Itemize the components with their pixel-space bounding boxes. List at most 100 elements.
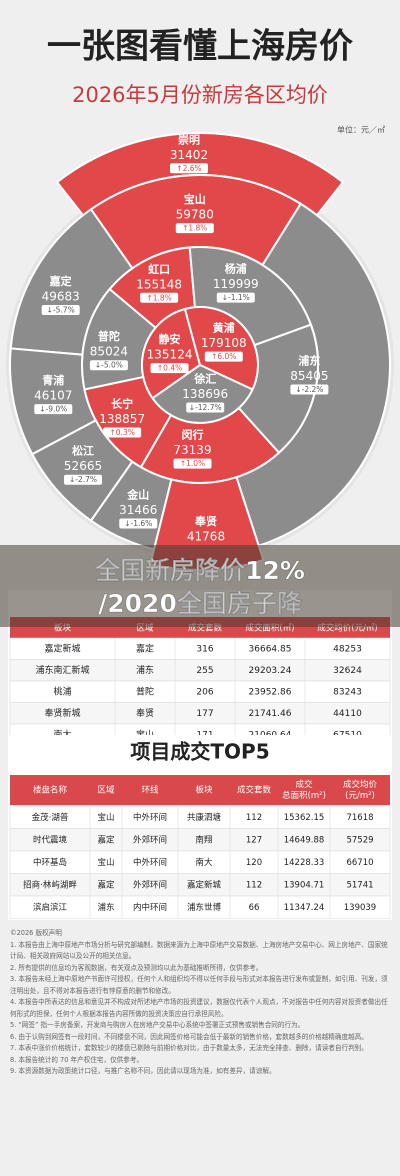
subtitle: 2026年5月份新房各区均价 (72, 83, 328, 107)
change-tag (216, 292, 255, 303)
district-name: 浦东 (298, 353, 320, 367)
table-cell: 177 (196, 709, 213, 719)
change-tag (89, 360, 128, 371)
table-header-bg (10, 775, 390, 805)
district-name: 虹口 (148, 262, 170, 276)
change-tag (150, 363, 189, 374)
table-cell: 36664.85 (249, 645, 292, 655)
table-cell: 206 (196, 688, 213, 698)
table-cell: 112 (246, 813, 262, 823)
district-change: ↑1.8% (146, 293, 171, 302)
change-tag (103, 427, 142, 438)
table-cell: 112 (246, 881, 262, 891)
table-cell: 71618 (346, 813, 373, 823)
table-header: (元/m²) (345, 791, 375, 801)
district-name: 黄浦 (213, 321, 235, 335)
unit: 单位：元／㎡ (337, 125, 385, 135)
table-cell: 浦东 (97, 902, 114, 913)
district-change: ↓-2.7% (69, 475, 97, 484)
table-header: 成交均价(元/㎡) (317, 623, 378, 634)
table-header: 总面积(m²) (282, 790, 326, 801)
table-header: 板块 (54, 623, 72, 634)
table-cell: 23952.86 (249, 688, 292, 698)
table-cell: 29203.24 (249, 666, 292, 676)
district-sector (30, 419, 134, 523)
table-header: 楼盘名称 (33, 785, 68, 796)
table-cell: 316 (196, 645, 213, 655)
banner: 全国新房降价12% /2020全国房子降 (0, 545, 400, 627)
banner-text: /2020全国房子降 (98, 589, 303, 618)
table-cell: 32624 (333, 666, 362, 676)
table-cell: 嘉定 (97, 835, 115, 846)
district-price: 52665 (64, 459, 102, 473)
table-header: 区域 (136, 623, 154, 634)
table-cell: 139039 (344, 903, 376, 913)
table-cell: 15362.15 (284, 813, 325, 823)
table-cell: 滨启滨江 (33, 902, 68, 913)
district-price: 179108 (201, 336, 247, 350)
table-cell: 21741.46 (249, 709, 292, 719)
district-change: ↓-5.7% (47, 306, 75, 315)
district-name: 闵行 (182, 428, 204, 442)
table-cell: 255 (196, 666, 213, 676)
district-price: 59780 (176, 208, 214, 222)
table-cell: 外郊环间 (133, 835, 167, 846)
table-header: 板块 (195, 785, 213, 796)
district-name: 嘉定 (49, 274, 72, 288)
table-cell: 嘉定 (136, 643, 154, 655)
district-name: 普陀 (98, 329, 120, 343)
change-tag (140, 292, 179, 303)
district-name: 静安 (159, 332, 181, 346)
table-cell: 奉贤 (136, 707, 154, 719)
district-change: ↑0.4% (157, 364, 182, 373)
district-price: 46107 (34, 389, 72, 403)
district-change: ↑1.0% (180, 459, 205, 468)
table-header: 成交套数 (188, 623, 223, 634)
district-change: ↓-12.7% (189, 403, 222, 412)
district-price: 138857 (99, 412, 145, 426)
table-cell: 嘉定新城 (44, 643, 80, 655)
change-tag (170, 163, 209, 174)
table-cell: 14228.33 (284, 858, 325, 868)
district-name: 杨浦 (225, 262, 247, 276)
note-line: 7. 本表中涨价价格统计，套数较少的楼盘已剔除与前期价格对比，由于数量太多，无法… (10, 1044, 368, 1053)
change-tag (290, 384, 329, 395)
district-price: 138696 (182, 387, 228, 401)
change-tag (119, 518, 158, 529)
district-name: 宝山 (184, 192, 206, 206)
table-cell: 南翔 (195, 835, 212, 846)
table-cell: 奉贤新城 (44, 707, 80, 719)
table-cell: 11347.24 (284, 903, 325, 913)
table-cell: 44110 (333, 709, 362, 719)
table-cell: 13904.71 (284, 881, 325, 891)
district-price: 41768 (187, 529, 225, 543)
district-change: ↑6.0% (211, 352, 236, 361)
note-line: 3. 本报告未经上海中原地产书面许可授权，任何个人和组织均不得以任何手段与形式对… (10, 975, 388, 995)
table-cell: 66710 (346, 858, 373, 868)
district-price: 73139 (173, 443, 211, 457)
table-cell: 浦东 (136, 664, 154, 676)
district-price: 49683 (42, 290, 80, 304)
change-tag (186, 402, 225, 413)
table-header: 成交 (295, 779, 313, 790)
district-name: 崇明 (178, 132, 200, 146)
district-name: 奉贤 (194, 514, 217, 528)
table-cell: 14649.88 (284, 836, 325, 846)
table-row-bg (9, 895, 391, 919)
table-cell: 普陀 (136, 686, 154, 698)
table-cell: 中外环间 (133, 812, 167, 823)
table-cell: 嘉定新城 (187, 880, 222, 891)
table-cell: 48253 (333, 645, 362, 655)
table-cell: 共康泗塘 (187, 812, 222, 823)
table-cell: 127 (246, 836, 262, 846)
table-cell: 桃浦 (53, 686, 71, 698)
district-price: 119999 (213, 277, 259, 291)
table-cell: 金茂·湖普 (32, 812, 69, 823)
district-name: 金山 (126, 487, 149, 501)
table-cell: 57529 (346, 836, 373, 846)
table-cell: 南大 (195, 857, 213, 868)
district-price: 135124 (147, 348, 193, 362)
table-cell: 宝山 (97, 857, 114, 868)
